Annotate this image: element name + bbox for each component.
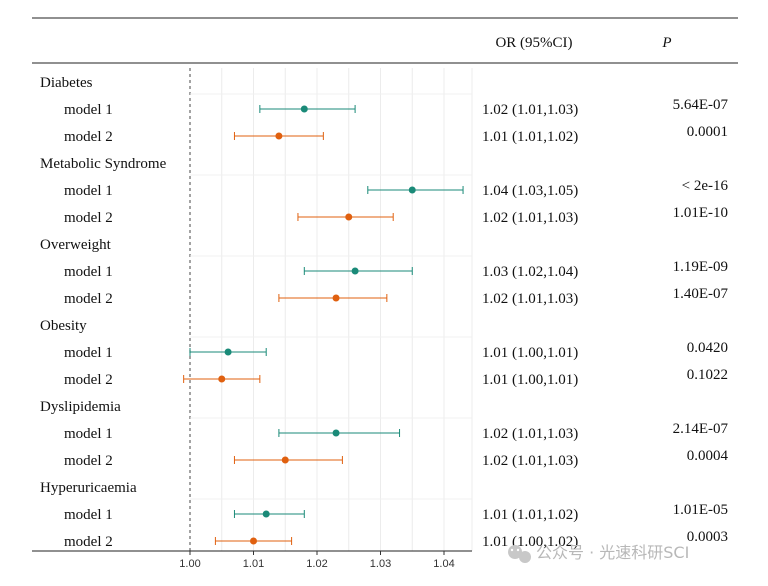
row-label: model 1: [64, 507, 113, 523]
p-value: 0.0004: [687, 448, 729, 464]
column-header: OR (95%CI) P: [495, 35, 671, 51]
point-estimate: [332, 429, 340, 437]
point-estimate: [281, 456, 289, 464]
or-ci-value: 1.01 (1.00,1.02): [482, 534, 578, 550]
group-label: Hyperuricaemia: [40, 480, 137, 496]
forest-rows: Diabetes model 1 1.02 (1.01,1.03) 5.64E-07 m…: [40, 75, 729, 550]
or-ci-value: 1.02 (1.01,1.03): [482, 102, 578, 118]
or-ci-value: 1.02 (1.01,1.03): [482, 291, 578, 307]
x-tick-label: 1.03: [370, 558, 391, 570]
or-ci-value: 1.04 (1.03,1.05): [482, 183, 578, 199]
point-estimate: [275, 132, 283, 140]
p-value: 1.40E-07: [673, 286, 729, 302]
or-ci-value: 1.01 (1.00,1.01): [482, 345, 578, 361]
p-value: 1.01E-10: [673, 205, 728, 221]
p-value: 0.0001: [687, 124, 728, 140]
row-label: model 1: [64, 102, 113, 118]
x-tick-label: 1.00: [179, 558, 200, 570]
table-frame: [32, 17, 738, 552]
point-estimate: [408, 186, 416, 194]
p-value: 2.14E-07: [673, 421, 729, 437]
group-label: Metabolic Syndrome: [40, 156, 167, 172]
row-label: model 2: [64, 291, 113, 307]
watermark-text: 公众号 · 光速科研SCI: [536, 543, 689, 562]
row-label: model 2: [64, 534, 113, 550]
point-estimate: [351, 267, 359, 275]
row-label: model 1: [64, 183, 113, 199]
row-label: model 2: [64, 372, 113, 388]
gridlines: [189, 68, 473, 551]
row-label: model 2: [64, 210, 113, 226]
x-tick-label: 1.04: [433, 558, 454, 570]
point-estimate: [262, 510, 270, 518]
or-ci-value: 1.02 (1.01,1.03): [482, 453, 578, 469]
p-value: 1.01E-05: [673, 502, 728, 518]
p-value: 0.0003: [687, 529, 728, 545]
p-value: < 2e-16: [682, 178, 729, 194]
p-value: 1.19E-09: [673, 259, 728, 275]
row-label: model 2: [64, 453, 113, 469]
row-label: model 1: [64, 426, 113, 442]
row-label: model 1: [64, 264, 113, 280]
wechat-icon: [508, 545, 531, 563]
watermark: 公众号 · 光速科研SCI: [508, 543, 689, 563]
group-label: Obesity: [40, 318, 87, 334]
row-label: model 2: [64, 129, 113, 145]
or-ci-value: 1.01 (1.01,1.02): [482, 129, 578, 145]
or-ci-header: OR (95%CI): [495, 35, 572, 51]
x-tick-label: 1.01: [243, 558, 264, 570]
x-tick-label: 1.02: [306, 558, 327, 570]
point-estimate: [345, 213, 353, 221]
point-estimate: [218, 375, 226, 383]
p-value: 0.1022: [687, 367, 728, 383]
p-value: 5.64E-07: [673, 97, 729, 113]
group-label: Dyslipidemia: [40, 399, 121, 415]
point-estimate: [224, 348, 232, 356]
or-ci-value: 1.03 (1.02,1.04): [482, 264, 578, 280]
point-estimate: [300, 105, 308, 113]
p-value: 0.0420: [687, 340, 728, 356]
or-ci-value: 1.02 (1.01,1.03): [482, 210, 578, 226]
group-label: Diabetes: [40, 75, 93, 91]
group-label: Overweight: [40, 237, 112, 253]
row-label: model 1: [64, 345, 113, 361]
point-estimate: [250, 537, 257, 545]
p-value-header: P: [661, 35, 671, 51]
or-ci-value: 1.01 (1.01,1.02): [482, 507, 578, 523]
or-ci-value: 1.02 (1.01,1.03): [482, 426, 578, 442]
x-axis: 1.00 1.01 1.02 1.03 1.04: [179, 551, 455, 570]
or-ci-value: 1.01 (1.00,1.01): [482, 372, 578, 388]
point-estimate: [332, 294, 340, 302]
